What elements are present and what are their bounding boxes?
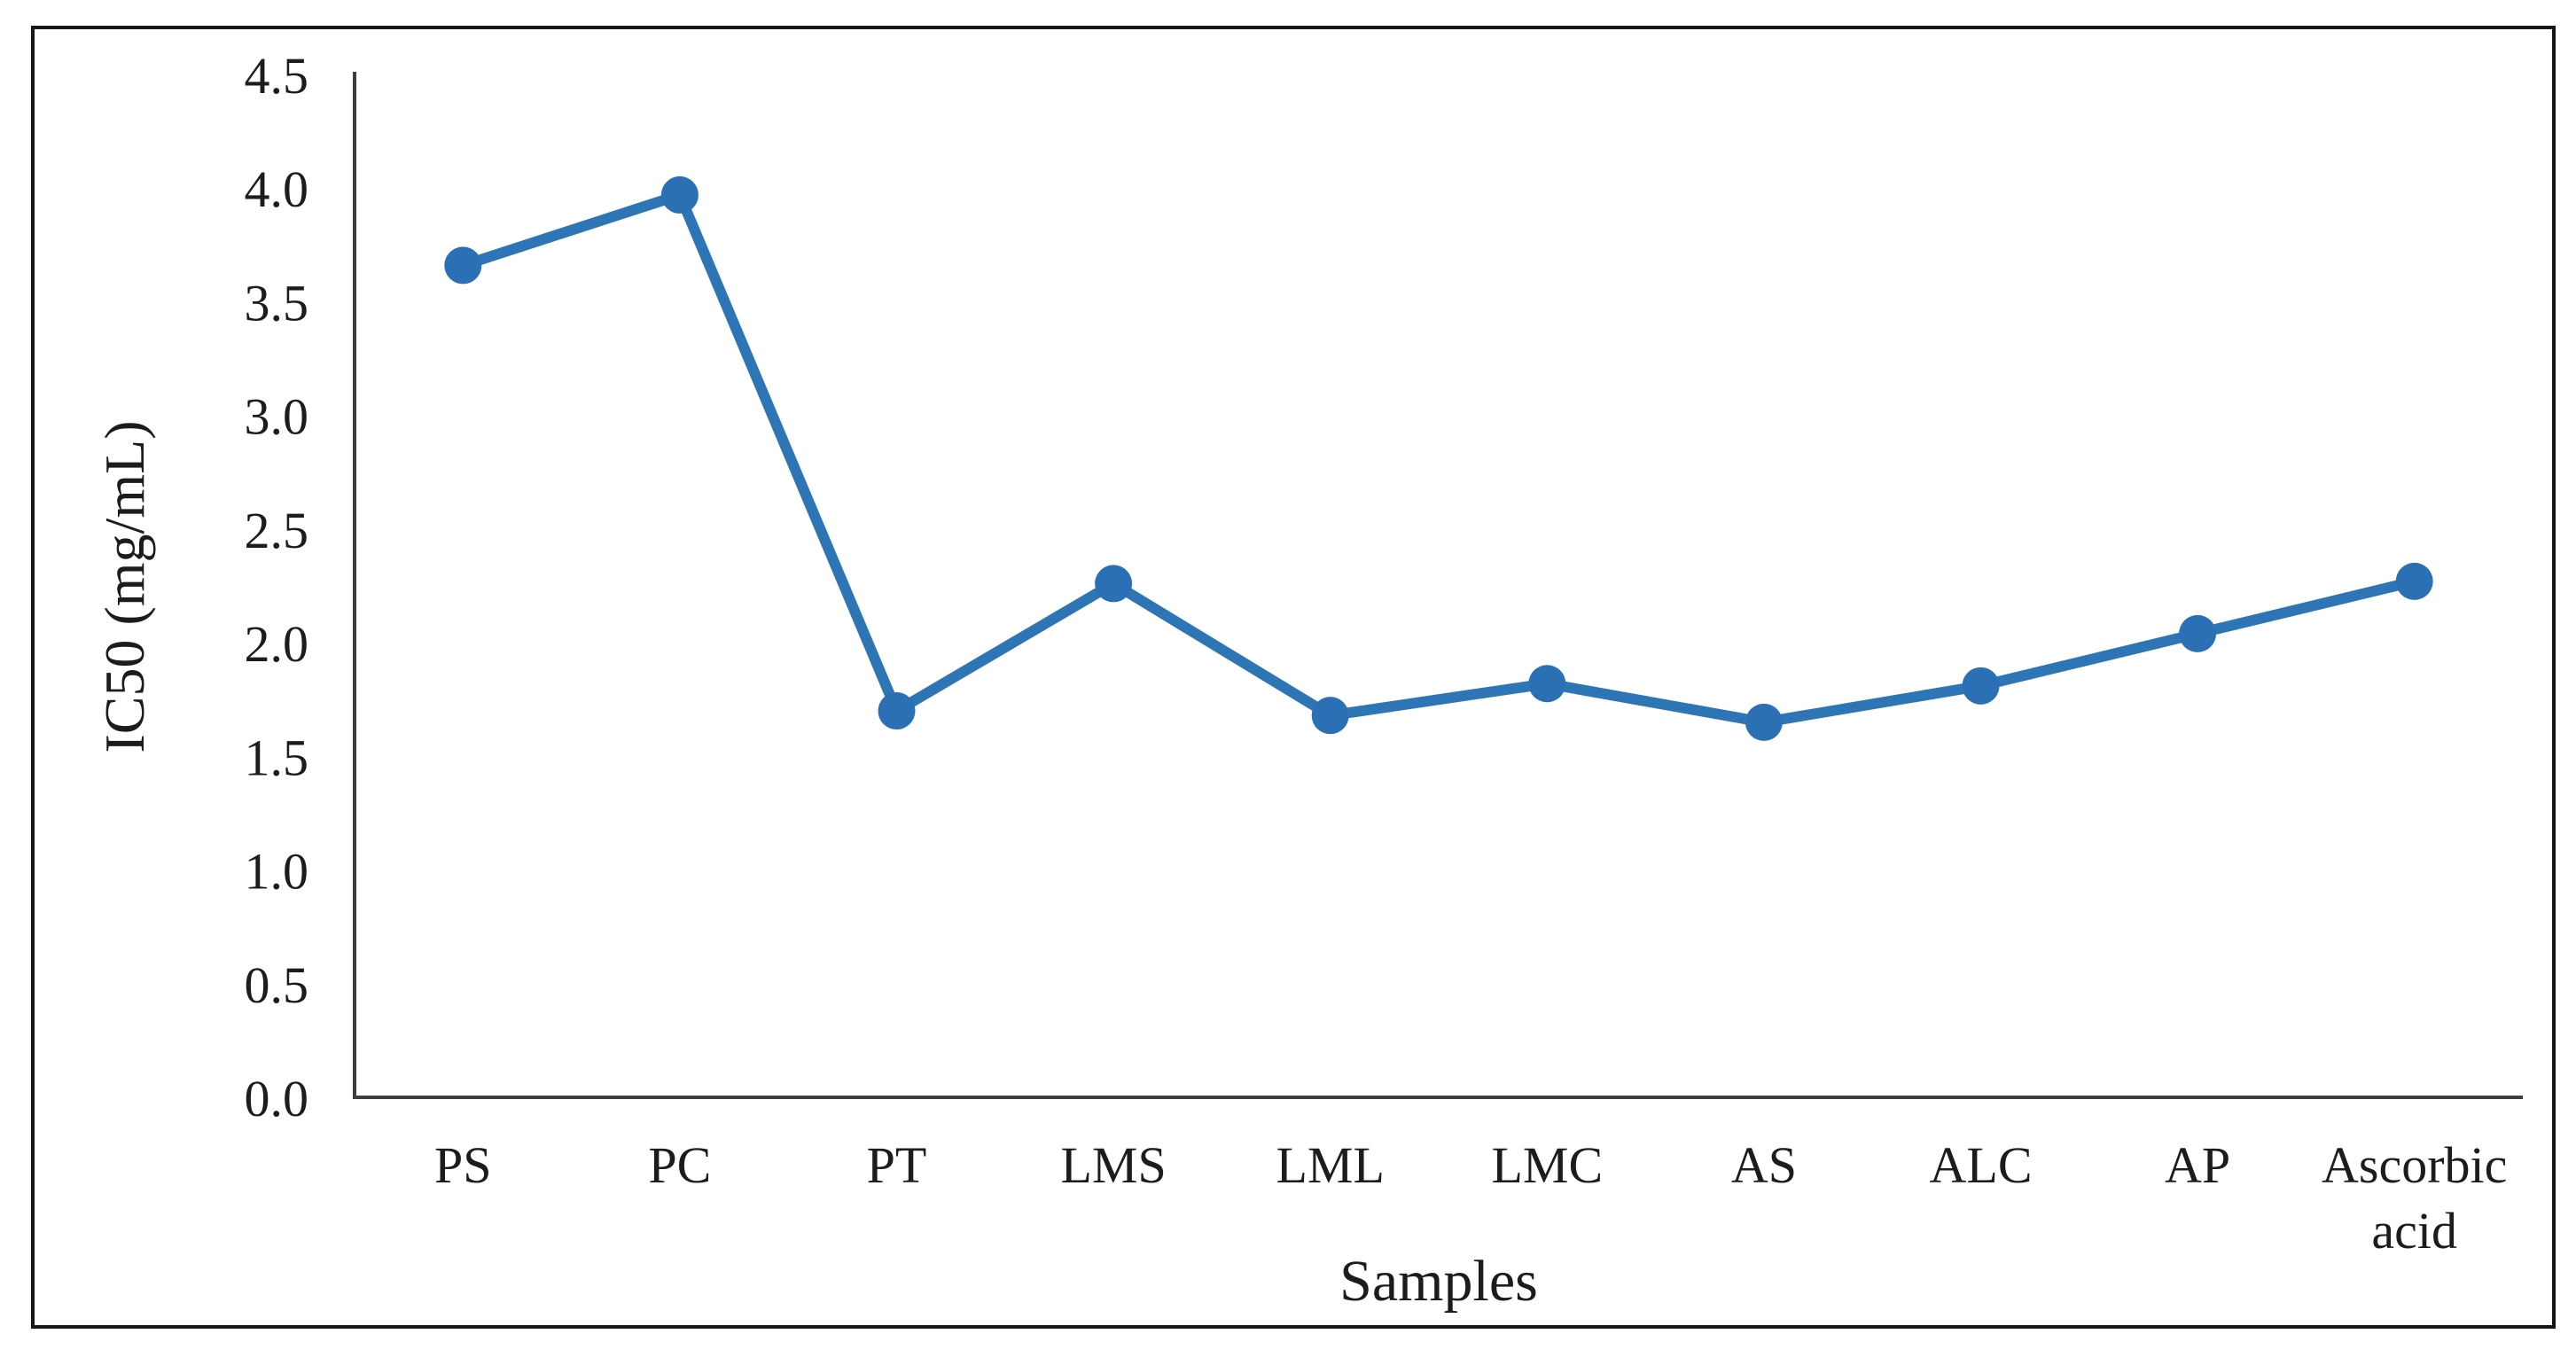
- data-series-line: [457, 189, 2420, 728]
- x-category-label-line: Ascorbic: [2322, 1136, 2507, 1194]
- x-category-label: PS: [434, 1136, 492, 1194]
- y-axis-title: IC50 (mg/mL): [93, 420, 156, 753]
- data-point-marker-Ascorbic-acid: [2395, 562, 2433, 600]
- data-point-marker-ALC: [1962, 667, 2000, 705]
- data-point-marker-LML: [1311, 697, 1349, 735]
- x-category-label: LMS: [1060, 1136, 1166, 1194]
- data-point-marker-AP: [2179, 614, 2217, 652]
- data-point-marker-PC: [660, 176, 699, 214]
- x-category-label: AS: [1731, 1136, 1797, 1194]
- y-tick-label: 0.5: [245, 956, 309, 1014]
- y-tick-label: 4.0: [245, 160, 309, 218]
- data-point-marker-LMC: [1528, 665, 1566, 703]
- y-tick-label: 1.0: [245, 843, 309, 901]
- y-tick-label: 2.0: [245, 615, 309, 673]
- data-point-marker-PS: [444, 246, 482, 285]
- y-tick-label: 4.5: [245, 47, 309, 105]
- plot-area: 0.0 0.5 1.0 1.5 2.0 2.5 3.0 3.5 4.0 4.5 PS PC PT LMS L…: [245, 47, 2523, 1260]
- x-category-label: LMC: [1491, 1136, 1603, 1194]
- x-category-label: PT: [867, 1136, 927, 1194]
- y-tick-label: 0.0: [245, 1070, 309, 1127]
- x-category-label-line: acid: [2371, 1202, 2457, 1260]
- data-point-marker-AS: [1745, 703, 1783, 741]
- chart-frame-border: [31, 26, 2556, 1329]
- data-point-marker-LMS: [1095, 565, 1133, 603]
- x-category-label: AP: [2165, 1136, 2230, 1194]
- x-category-label: Ascorbic acid: [2322, 1136, 2507, 1260]
- y-tick-label: 3.0: [245, 388, 309, 446]
- y-tick-label: 3.5: [245, 274, 309, 332]
- x-category-label: PC: [648, 1136, 711, 1194]
- x-category-label: ALC: [1930, 1136, 2033, 1194]
- y-tick-label: 1.5: [245, 729, 309, 786]
- x-axis-title: Samples: [1339, 1249, 1538, 1314]
- x-category-label: LML: [1276, 1136, 1384, 1194]
- data-point-marker-PT: [878, 692, 916, 730]
- y-tick-label: 2.5: [245, 502, 309, 559]
